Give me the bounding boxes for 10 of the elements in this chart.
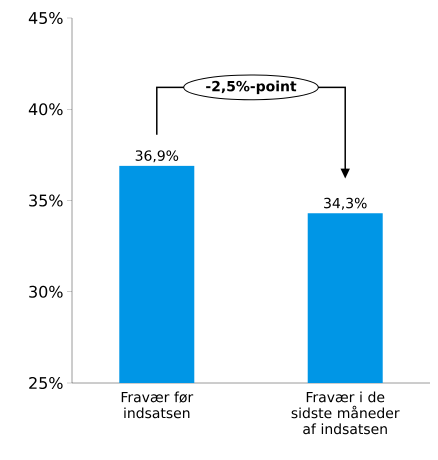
x-tick-label: Fravær før indsatsen <box>122 392 194 418</box>
y-tick-label: 35% <box>29 194 63 207</box>
x-tick-label: Fravær i de sidste måneder af indsatsen <box>292 392 400 434</box>
y-tick-label: 30% <box>29 286 63 298</box>
annotation: -2,5%-point <box>206 80 296 94</box>
y-tick-label: 25% <box>29 376 63 390</box>
data-label: 34,3% <box>324 198 367 210</box>
data-label: 36,9% <box>136 150 178 162</box>
y-tick-label: 40% <box>28 103 63 116</box>
y-tick-label: 45% <box>28 12 63 24</box>
